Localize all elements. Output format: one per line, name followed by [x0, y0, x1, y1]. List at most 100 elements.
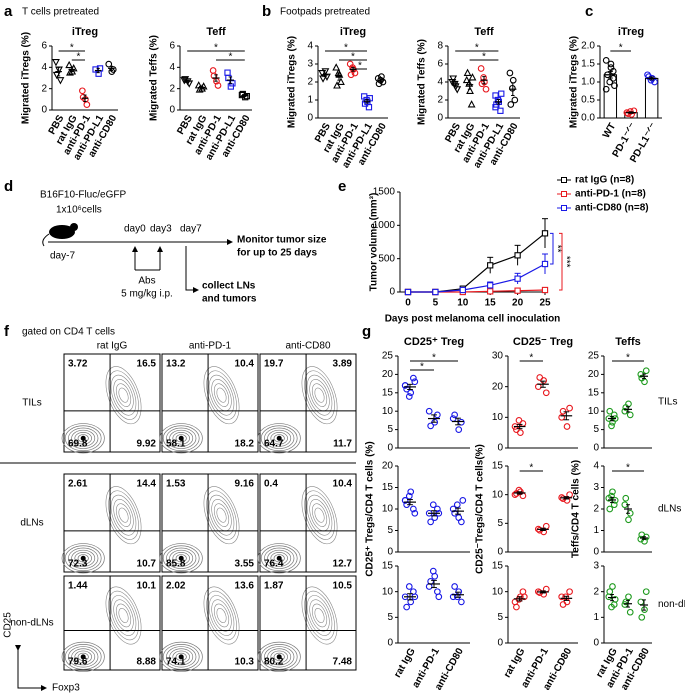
dot — [626, 411, 634, 419]
diagram-text: day7 — [180, 224, 202, 235]
dot — [83, 101, 91, 109]
dot — [558, 593, 566, 601]
panel-label: e — [338, 178, 346, 195]
dot — [513, 603, 520, 611]
contour — [257, 543, 301, 574]
dot — [403, 603, 410, 611]
quadrant-value: 3.55 — [235, 559, 255, 570]
contour — [169, 549, 194, 567]
contour — [264, 427, 295, 449]
significance-label: * — [351, 52, 355, 63]
column-header: rat IgG — [97, 341, 128, 352]
dot — [463, 68, 472, 76]
quadrant-value: 74.1 — [166, 657, 186, 668]
chart-title: Teffs — [615, 336, 640, 348]
dot — [407, 389, 415, 397]
dot — [79, 87, 86, 95]
x-tick-label: 25 — [539, 298, 551, 309]
panel-label: a — [4, 3, 13, 20]
y-tick-label: 0.0 — [581, 113, 595, 124]
quadrant-value: 3.72 — [68, 359, 88, 370]
dot — [210, 72, 218, 80]
contour — [77, 652, 89, 661]
contour — [260, 545, 298, 572]
panel-label: g — [362, 323, 371, 340]
dot — [410, 505, 417, 513]
contour — [213, 503, 230, 527]
quadrant-value: 3.89 — [333, 359, 353, 370]
quadrant-value: 9.16 — [235, 479, 255, 490]
dot — [458, 518, 465, 526]
quadrant-value: 10.1 — [137, 581, 157, 592]
x-tick-label: 5 — [433, 298, 439, 309]
significance-label: * — [626, 353, 630, 364]
quadrant-value: 16.5 — [137, 359, 157, 370]
dot — [514, 252, 521, 259]
contour — [264, 646, 295, 668]
y-tick-label: 2 — [307, 77, 313, 88]
contour — [267, 429, 292, 447]
y-tick-label: 2 — [41, 83, 47, 94]
quadrant-value: 12.7 — [333, 559, 353, 570]
contour — [213, 383, 230, 407]
contour — [203, 486, 240, 545]
y-tick-label: 10 — [382, 586, 394, 597]
contour — [159, 543, 203, 574]
quadrant-value: 18.2 — [235, 439, 255, 450]
contour — [175, 652, 187, 661]
contour — [309, 499, 330, 532]
dot — [487, 282, 494, 289]
contour — [213, 603, 230, 628]
y-tick-label: 3 — [307, 59, 313, 70]
dot — [642, 588, 650, 596]
y-axis-label: Tumor volume (mm³) — [369, 193, 380, 292]
flow-plot — [259, 473, 357, 573]
flow-plot — [161, 353, 259, 453]
chart-title: iTreg — [340, 26, 366, 38]
dot — [541, 286, 549, 294]
axis-label: CD25 — [3, 612, 14, 638]
dot — [332, 63, 341, 71]
contour — [77, 554, 89, 563]
quadrant-value: 69.8 — [68, 439, 88, 450]
contour — [211, 599, 232, 632]
dot — [466, 86, 474, 94]
dot — [610, 411, 618, 419]
y-tick-label: 1.0 — [581, 77, 595, 88]
quadrant-value: 64.7 — [264, 439, 284, 450]
quadrant-value: 10.4 — [333, 479, 353, 490]
treatment-arrows — [132, 246, 199, 293]
y-tick-label: 0 — [593, 443, 599, 454]
quadrant-value: 10.7 — [137, 559, 157, 570]
y-tick-label: 10 — [492, 489, 504, 500]
dot — [79, 93, 87, 101]
dot — [610, 501, 618, 509]
contour — [61, 641, 105, 672]
contour — [110, 374, 137, 416]
quadrant-value: 19.7 — [264, 359, 284, 370]
dot — [411, 509, 419, 517]
dot — [506, 69, 514, 77]
contour — [301, 586, 338, 645]
diagram-text: day3 — [150, 224, 172, 235]
contour-core — [80, 435, 86, 441]
dot — [458, 598, 465, 606]
contour — [159, 423, 203, 454]
contour — [74, 552, 92, 565]
dot — [606, 588, 614, 596]
y-tick-label: 10 — [492, 412, 504, 423]
dot — [109, 66, 117, 73]
contour — [306, 494, 333, 536]
significance-label: * — [529, 353, 533, 364]
diagram-text: day0 — [124, 224, 146, 235]
dot — [541, 260, 549, 268]
flow-axes — [15, 645, 47, 691]
row-label: dLNs — [20, 518, 43, 529]
dot — [407, 598, 415, 606]
dot — [451, 509, 458, 517]
quadrant-value: 9.92 — [137, 439, 157, 450]
dot — [559, 601, 567, 608]
diagram-text: 5 mg/kg i.p. — [121, 289, 173, 300]
y-tick-label: 6 — [169, 41, 175, 52]
dot — [195, 85, 204, 93]
